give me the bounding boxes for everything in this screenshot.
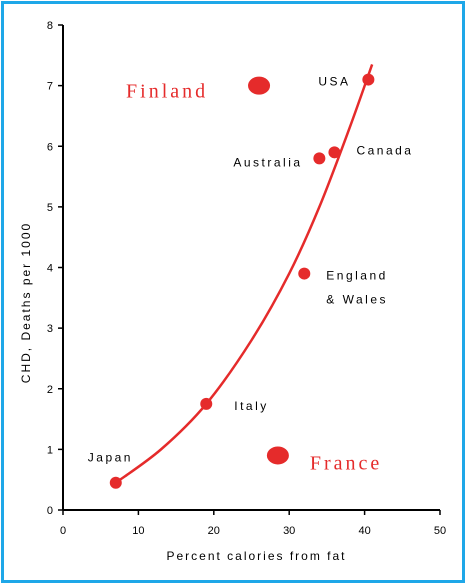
data-point <box>362 73 375 86</box>
data-point <box>328 146 341 159</box>
axes <box>62 25 440 511</box>
y-tick-label: 8 <box>47 20 53 32</box>
point-label: France <box>310 452 382 474</box>
point-label: England <box>326 269 388 283</box>
x-tick-label: 20 <box>208 525 220 537</box>
data-point <box>200 397 213 410</box>
y-tick-label: 7 <box>47 81 53 93</box>
y-tick-label: 3 <box>47 323 53 335</box>
ticks: 0 10 20 30 40 50 0 1 2 3 4 5 6 7 8 <box>47 20 446 537</box>
point-label: Finland <box>126 81 208 103</box>
y-tick-label: 2 <box>47 384 53 396</box>
x-tick-label: 50 <box>434 525 446 537</box>
data-point-highlight <box>266 446 289 465</box>
y-tick-label: 1 <box>47 444 53 456</box>
point-label: Japan <box>88 451 133 465</box>
x-tick-label: 10 <box>132 525 144 537</box>
y-tick-label: 5 <box>47 202 53 214</box>
labels-layer: Japan Italy England & Wales Australia Canada U… <box>88 75 413 475</box>
y-tick-label: 6 <box>47 141 53 153</box>
data-point <box>298 267 311 280</box>
data-point <box>109 476 122 489</box>
y-tick-label: 4 <box>47 263 53 275</box>
x-tick-label: 40 <box>358 525 370 537</box>
points-layer <box>109 73 375 489</box>
x-axis-label: Percent calories from fat <box>166 549 346 563</box>
point-label: Italy <box>234 399 269 413</box>
x-tick-label: 0 <box>60 525 66 537</box>
data-point-highlight <box>248 76 271 95</box>
x-tick-label: 30 <box>283 525 295 537</box>
point-label: USA <box>318 75 350 89</box>
point-label: Australia <box>233 155 302 169</box>
y-tick-label: 0 <box>47 505 53 517</box>
y-axis-label: CHD, Deaths per 1000 <box>19 222 33 383</box>
trend-curve-layer <box>115 63 374 484</box>
point-label: Canada <box>356 143 413 157</box>
data-point <box>313 152 326 165</box>
point-label-line2: & Wales <box>326 293 388 307</box>
trend-curve <box>115 63 374 484</box>
